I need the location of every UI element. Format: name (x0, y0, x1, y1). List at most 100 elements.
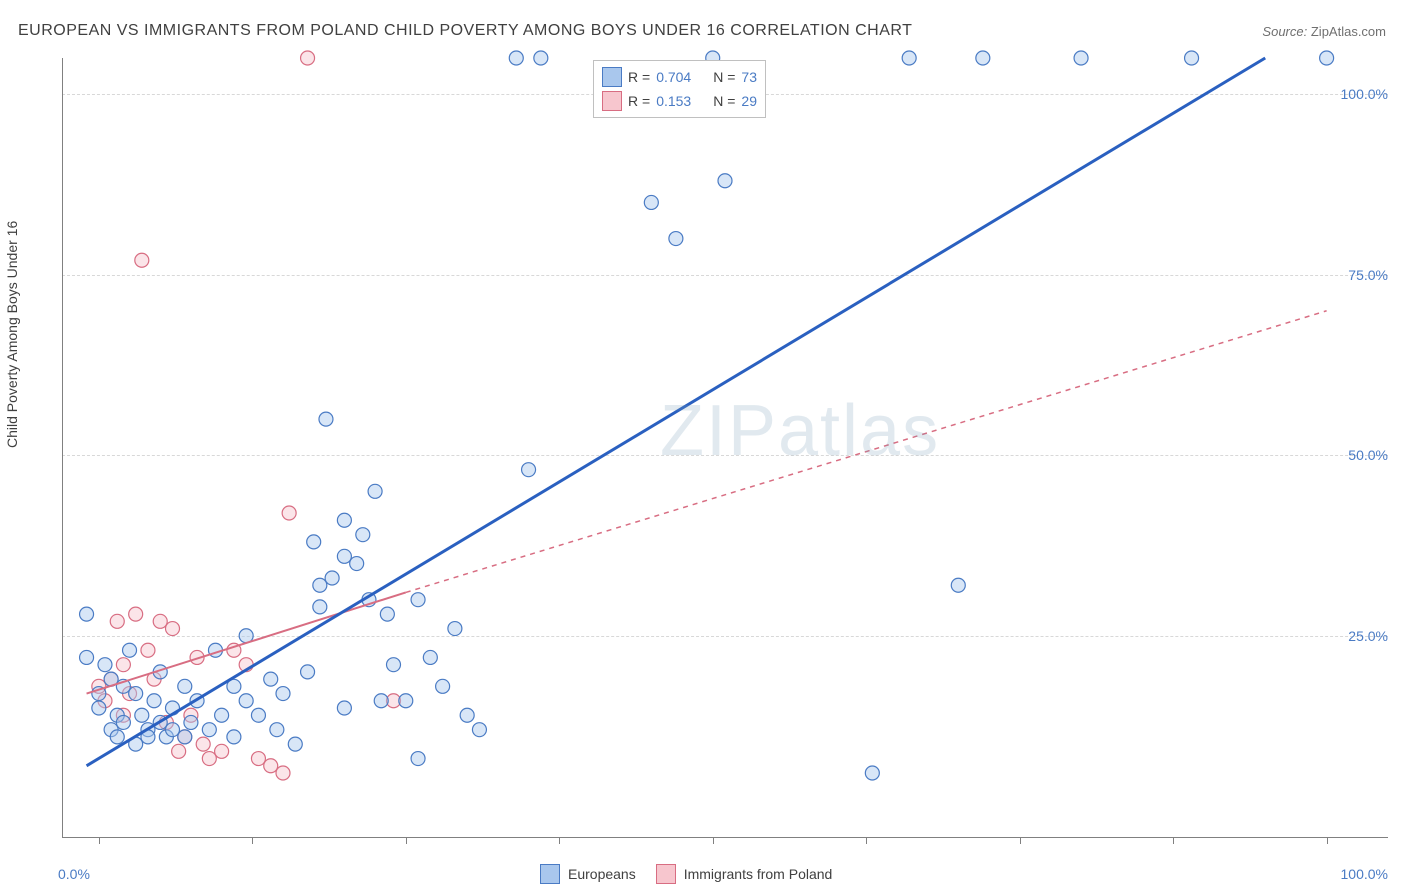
n-label: N = (713, 69, 735, 85)
data-point (399, 694, 413, 708)
x-tick-left: 0.0% (58, 866, 90, 882)
x-tick-right: 100.0% (1341, 866, 1388, 882)
data-point (423, 650, 437, 664)
source-value: ZipAtlas.com (1311, 24, 1386, 39)
chart-container: EUROPEAN VS IMMIGRANTS FROM POLAND CHILD… (0, 0, 1406, 892)
legend-item-europeans: Europeans (540, 864, 636, 884)
r-value-europeans: 0.704 (656, 69, 691, 85)
data-point (251, 708, 265, 722)
data-point (202, 752, 216, 766)
data-point (116, 715, 130, 729)
trend-line (406, 311, 1327, 593)
data-point (215, 744, 229, 758)
data-point (368, 484, 382, 498)
data-point (301, 665, 315, 679)
data-point (264, 672, 278, 686)
data-point (116, 658, 130, 672)
data-point (472, 723, 486, 737)
data-point (92, 701, 106, 715)
legend-item-poland: Immigrants from Poland (656, 864, 833, 884)
data-point (313, 600, 327, 614)
swatch-poland (602, 91, 622, 111)
r-label: R = (628, 69, 650, 85)
x-tick-mark (1020, 838, 1021, 844)
data-point (288, 737, 302, 751)
data-point (270, 723, 284, 737)
data-point (215, 708, 229, 722)
data-point (282, 506, 296, 520)
data-point (387, 658, 401, 672)
data-point (313, 578, 327, 592)
data-point (276, 687, 290, 701)
trend-line (87, 58, 1266, 766)
data-point (80, 607, 94, 621)
data-point (196, 737, 210, 751)
data-point (411, 593, 425, 607)
data-point (509, 51, 523, 65)
x-tick-mark (1173, 838, 1174, 844)
scatter-plot-svg (62, 58, 1388, 838)
n-value-europeans: 73 (741, 69, 757, 85)
data-point (951, 578, 965, 592)
data-point (1074, 51, 1088, 65)
data-point (411, 752, 425, 766)
data-point (141, 643, 155, 657)
data-point (135, 708, 149, 722)
data-point (147, 694, 161, 708)
data-point (436, 679, 450, 693)
data-point (166, 723, 180, 737)
data-point (110, 730, 124, 744)
x-tick-mark (559, 838, 560, 844)
r-label: R = (628, 93, 650, 109)
data-point (80, 650, 94, 664)
data-point (110, 614, 124, 628)
chart-title: EUROPEAN VS IMMIGRANTS FROM POLAND CHILD… (18, 22, 912, 40)
data-point (239, 694, 253, 708)
data-point (178, 730, 192, 744)
data-point (178, 679, 192, 693)
stats-row-poland: R = 0.153 N = 29 (602, 89, 757, 113)
n-label: N = (713, 93, 735, 109)
data-point (460, 708, 474, 722)
legend-label-poland: Immigrants from Poland (684, 866, 833, 882)
data-point (337, 549, 351, 563)
data-point (356, 528, 370, 542)
data-point (301, 51, 315, 65)
data-point (98, 658, 112, 672)
legend-label-europeans: Europeans (568, 866, 636, 882)
source-label: Source: (1262, 24, 1307, 39)
r-value-poland: 0.153 (656, 93, 691, 109)
legend-swatch-poland (656, 864, 676, 884)
data-point (166, 622, 180, 636)
source-attribution: Source: ZipAtlas.com (1262, 24, 1386, 39)
data-point (534, 51, 548, 65)
x-tick-mark (713, 838, 714, 844)
data-point (202, 723, 216, 737)
data-point (153, 614, 167, 628)
data-point (374, 694, 388, 708)
data-point (172, 744, 186, 758)
x-tick-mark (1327, 838, 1328, 844)
data-point (902, 51, 916, 65)
data-point (644, 195, 658, 209)
x-tick-mark (252, 838, 253, 844)
bottom-legend: Europeans Immigrants from Poland (540, 864, 832, 884)
data-point (129, 687, 143, 701)
legend-swatch-europeans (540, 864, 560, 884)
data-point (380, 607, 394, 621)
data-point (123, 643, 137, 657)
data-point (307, 535, 321, 549)
data-point (184, 715, 198, 729)
data-point (865, 766, 879, 780)
data-point (448, 622, 462, 636)
data-point (276, 766, 290, 780)
y-axis-label: Child Poverty Among Boys Under 16 (4, 221, 20, 448)
data-point (129, 607, 143, 621)
data-point (319, 412, 333, 426)
x-tick-mark (99, 838, 100, 844)
data-point (135, 253, 149, 267)
data-point (251, 752, 265, 766)
data-point (325, 571, 339, 585)
swatch-europeans (602, 67, 622, 87)
data-point (337, 701, 351, 715)
